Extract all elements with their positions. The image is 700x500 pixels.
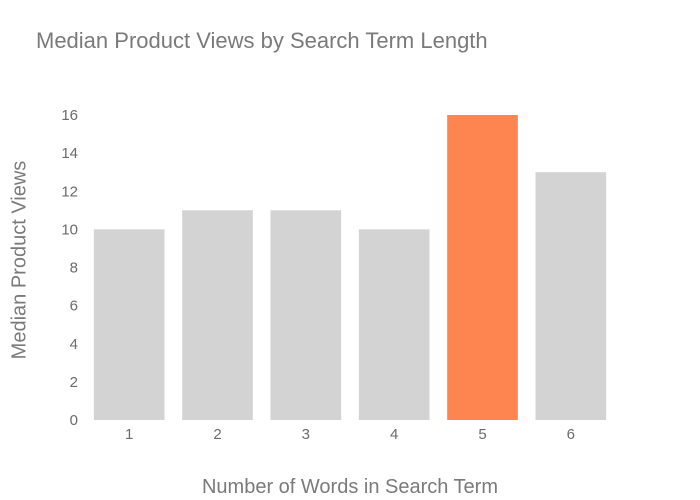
- x-tick-label: 5: [478, 426, 486, 443]
- y-tick-label: 12: [61, 183, 78, 200]
- y-tick-label: 0: [70, 412, 78, 429]
- y-tick-label: 2: [70, 374, 78, 391]
- y-tick-label: 8: [70, 260, 78, 277]
- y-tick-label: 16: [61, 107, 78, 124]
- x-tick-label: 3: [302, 426, 310, 443]
- bar-6[interactable]: [535, 172, 607, 420]
- bar-3[interactable]: [270, 210, 342, 420]
- bar-4[interactable]: [358, 229, 430, 420]
- x-tick-label: 4: [390, 426, 398, 443]
- y-tick-label: 4: [70, 336, 78, 353]
- y-tick-label: 6: [70, 298, 78, 315]
- x-axis-label: Number of Words in Search Term: [201, 476, 499, 498]
- bar-5[interactable]: [447, 115, 518, 420]
- x-tick-label: 6: [567, 426, 575, 443]
- x-tick-label: 1: [125, 426, 133, 443]
- y-tick-label: 10: [61, 221, 78, 238]
- x-tick-label: 2: [213, 426, 221, 443]
- chart-title: Median Product Views by Search Term Leng…: [36, 28, 488, 53]
- bar-2[interactable]: [182, 210, 253, 420]
- y-tick-label: 14: [61, 145, 78, 162]
- bar-1[interactable]: [93, 229, 165, 420]
